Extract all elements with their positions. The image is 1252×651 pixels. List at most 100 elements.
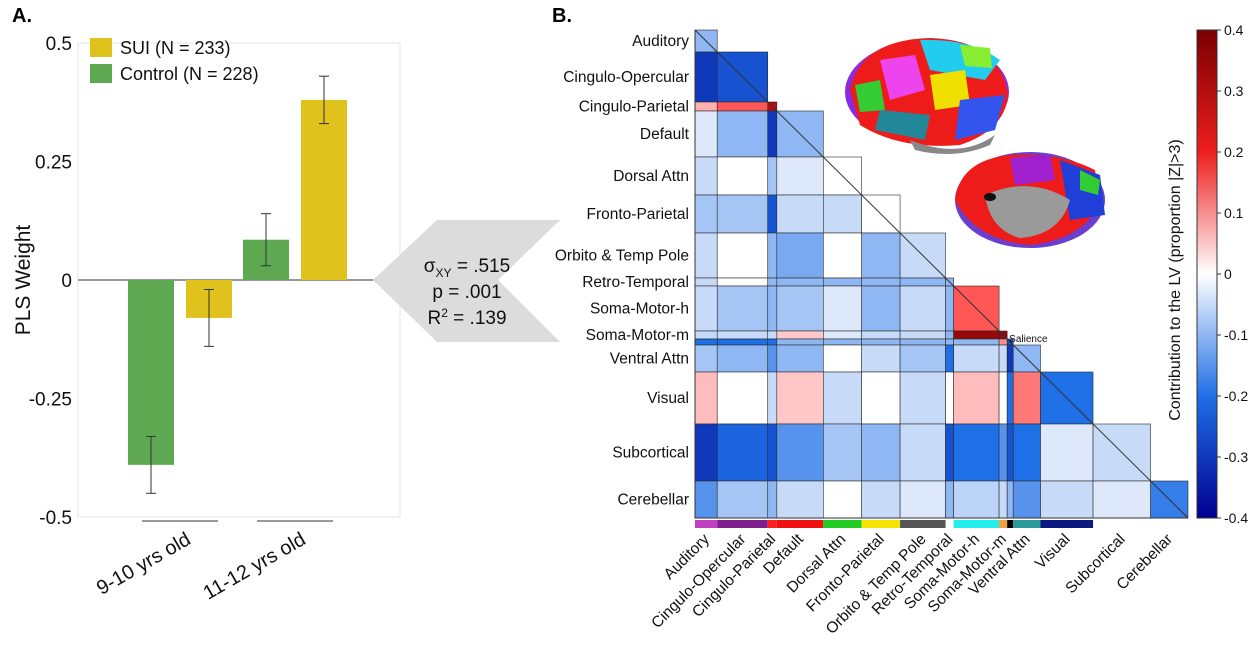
heatmap-cell [776,330,824,340]
heatmap-cell [953,480,1000,519]
heatmap-cell [767,371,778,425]
heatmap-cell [998,480,1008,519]
heatmap-cell [716,480,769,519]
heatmap-cell [1006,480,1014,519]
heatmap-cell [1040,480,1094,519]
row-label-0: Auditory [632,33,689,50]
x-category-label-1: 11-12 yrs old [200,528,310,604]
heatmap-cell [861,285,901,332]
heatmap-cell [716,101,769,112]
heatmap-cell [767,330,778,340]
brain-medial-view [955,152,1105,248]
heatmap-cell [716,338,769,346]
heatmap-cell [953,423,1000,482]
heatmap-cell [716,232,769,279]
bar-sui-1 [301,99,347,280]
network-color-strip [953,520,1000,528]
legend-label-control: Control (N = 228) [120,64,259,84]
heatmap-cell [998,423,1008,482]
heatmap-cell [823,285,862,332]
network-color-strip [717,520,768,528]
colorbar-gradient [1196,29,1218,519]
heatmap-cell [776,371,824,425]
heatmap-cell [776,285,824,332]
y-tick-label: 0 [61,271,72,292]
heatmap-cell [998,338,1008,346]
network-color-strip [900,520,946,528]
heatmap-cell [694,277,718,287]
network-color-strip [1007,520,1014,528]
heatmap-cell [899,338,946,346]
heatmap-cell [767,156,778,196]
heatmap-cell [694,344,718,373]
heatmap-cell [776,344,824,373]
colorbar-tick-label: 0.2 [1224,144,1244,160]
colorbar-tick-label: -0.1 [1224,327,1248,343]
legend-label-sui: SUI (N = 233) [120,38,231,58]
heatmap-diagonal [694,29,1189,519]
heatmap-cell [716,156,769,196]
row-label-4: Dorsal Attn [613,168,689,185]
heatmap-cell [945,423,954,482]
heatmap-cell [823,344,862,373]
heatmap-cell [823,338,862,346]
heatmap-cell [1040,423,1094,482]
network-color-strip [999,520,1008,528]
heatmap-cell [945,371,954,425]
colorbar: Contribution to the LV (proportion |Z|>3… [1167,22,1248,526]
heatmap-cell [899,344,946,373]
heatmap-cell [861,423,901,482]
row-label-8: Soma-Motor-h [590,301,689,318]
bar-chart: 0.5 0.25 0 -0.25 -0.5 PLS Weight 9-10 yrs old 1… [12,34,401,604]
heatmap-cell [1006,371,1014,425]
colorbar-tick-label: 0.1 [1224,205,1244,221]
heatmap-cell [694,101,718,112]
heatmap-cell [953,330,1000,340]
heatmap-cell [776,156,824,196]
heatmap-cell [998,344,1008,373]
heatmap-cell [899,330,946,340]
colorbar-tick-label: 0.3 [1224,83,1244,99]
heatmap-cell [861,371,901,425]
col-label-11: Visual [1032,531,1074,573]
legend-swatch-sui [90,38,112,57]
heatmap-cell [716,277,769,287]
heatmap-cell [823,232,862,279]
heatmap-cell [1012,371,1041,425]
stats-annotation: σXY = .515 p = .001 R2 = .139 [373,220,560,342]
row-label-9: Soma-Motor-m [586,327,689,344]
heatmap-cell [716,371,769,425]
network-color-strip [823,520,862,528]
heatmap-cell [716,330,769,340]
heatmap-cell [776,338,824,346]
y-tick-label: 0.25 [35,153,72,174]
row-label-12: Visual [647,390,689,407]
heatmap-cell [767,110,778,158]
heatmap-cell [776,194,824,234]
heatmap-cell [823,423,862,482]
row-label-13: Subcortical [612,445,689,462]
heatmap-cell [767,285,778,332]
network-color-strip [776,520,824,528]
network-color-strip [767,520,777,528]
heatmap-cell [694,480,718,519]
heatmap-cell [694,232,718,279]
row-label-7: Retro-Temporal [582,274,689,291]
heatmap-cell [767,344,778,373]
panel-a-label: A. [12,5,32,27]
row-label-5: Fronto-Parietal [586,206,689,223]
heatmap-cell [716,194,769,234]
connectivity-heatmap: Auditory Cingulo-Opercular Cingulo-Parieta… [555,29,1189,638]
heatmap-cell [823,330,862,340]
heatmap-cell [953,338,1000,346]
heatmap-cell [694,156,718,196]
heatmap-cell [767,194,778,234]
heatmap-cell [861,480,901,519]
colorbar-tick-label: -0.2 [1224,388,1248,404]
x-category-label-0: 9-10 yrs old [93,528,194,599]
network-color-strip [861,520,901,528]
row-label-6: Orbito & Temp Pole [555,248,689,265]
heatmap-cell [1092,480,1151,519]
row-label-14: Cerebellar [617,492,689,509]
